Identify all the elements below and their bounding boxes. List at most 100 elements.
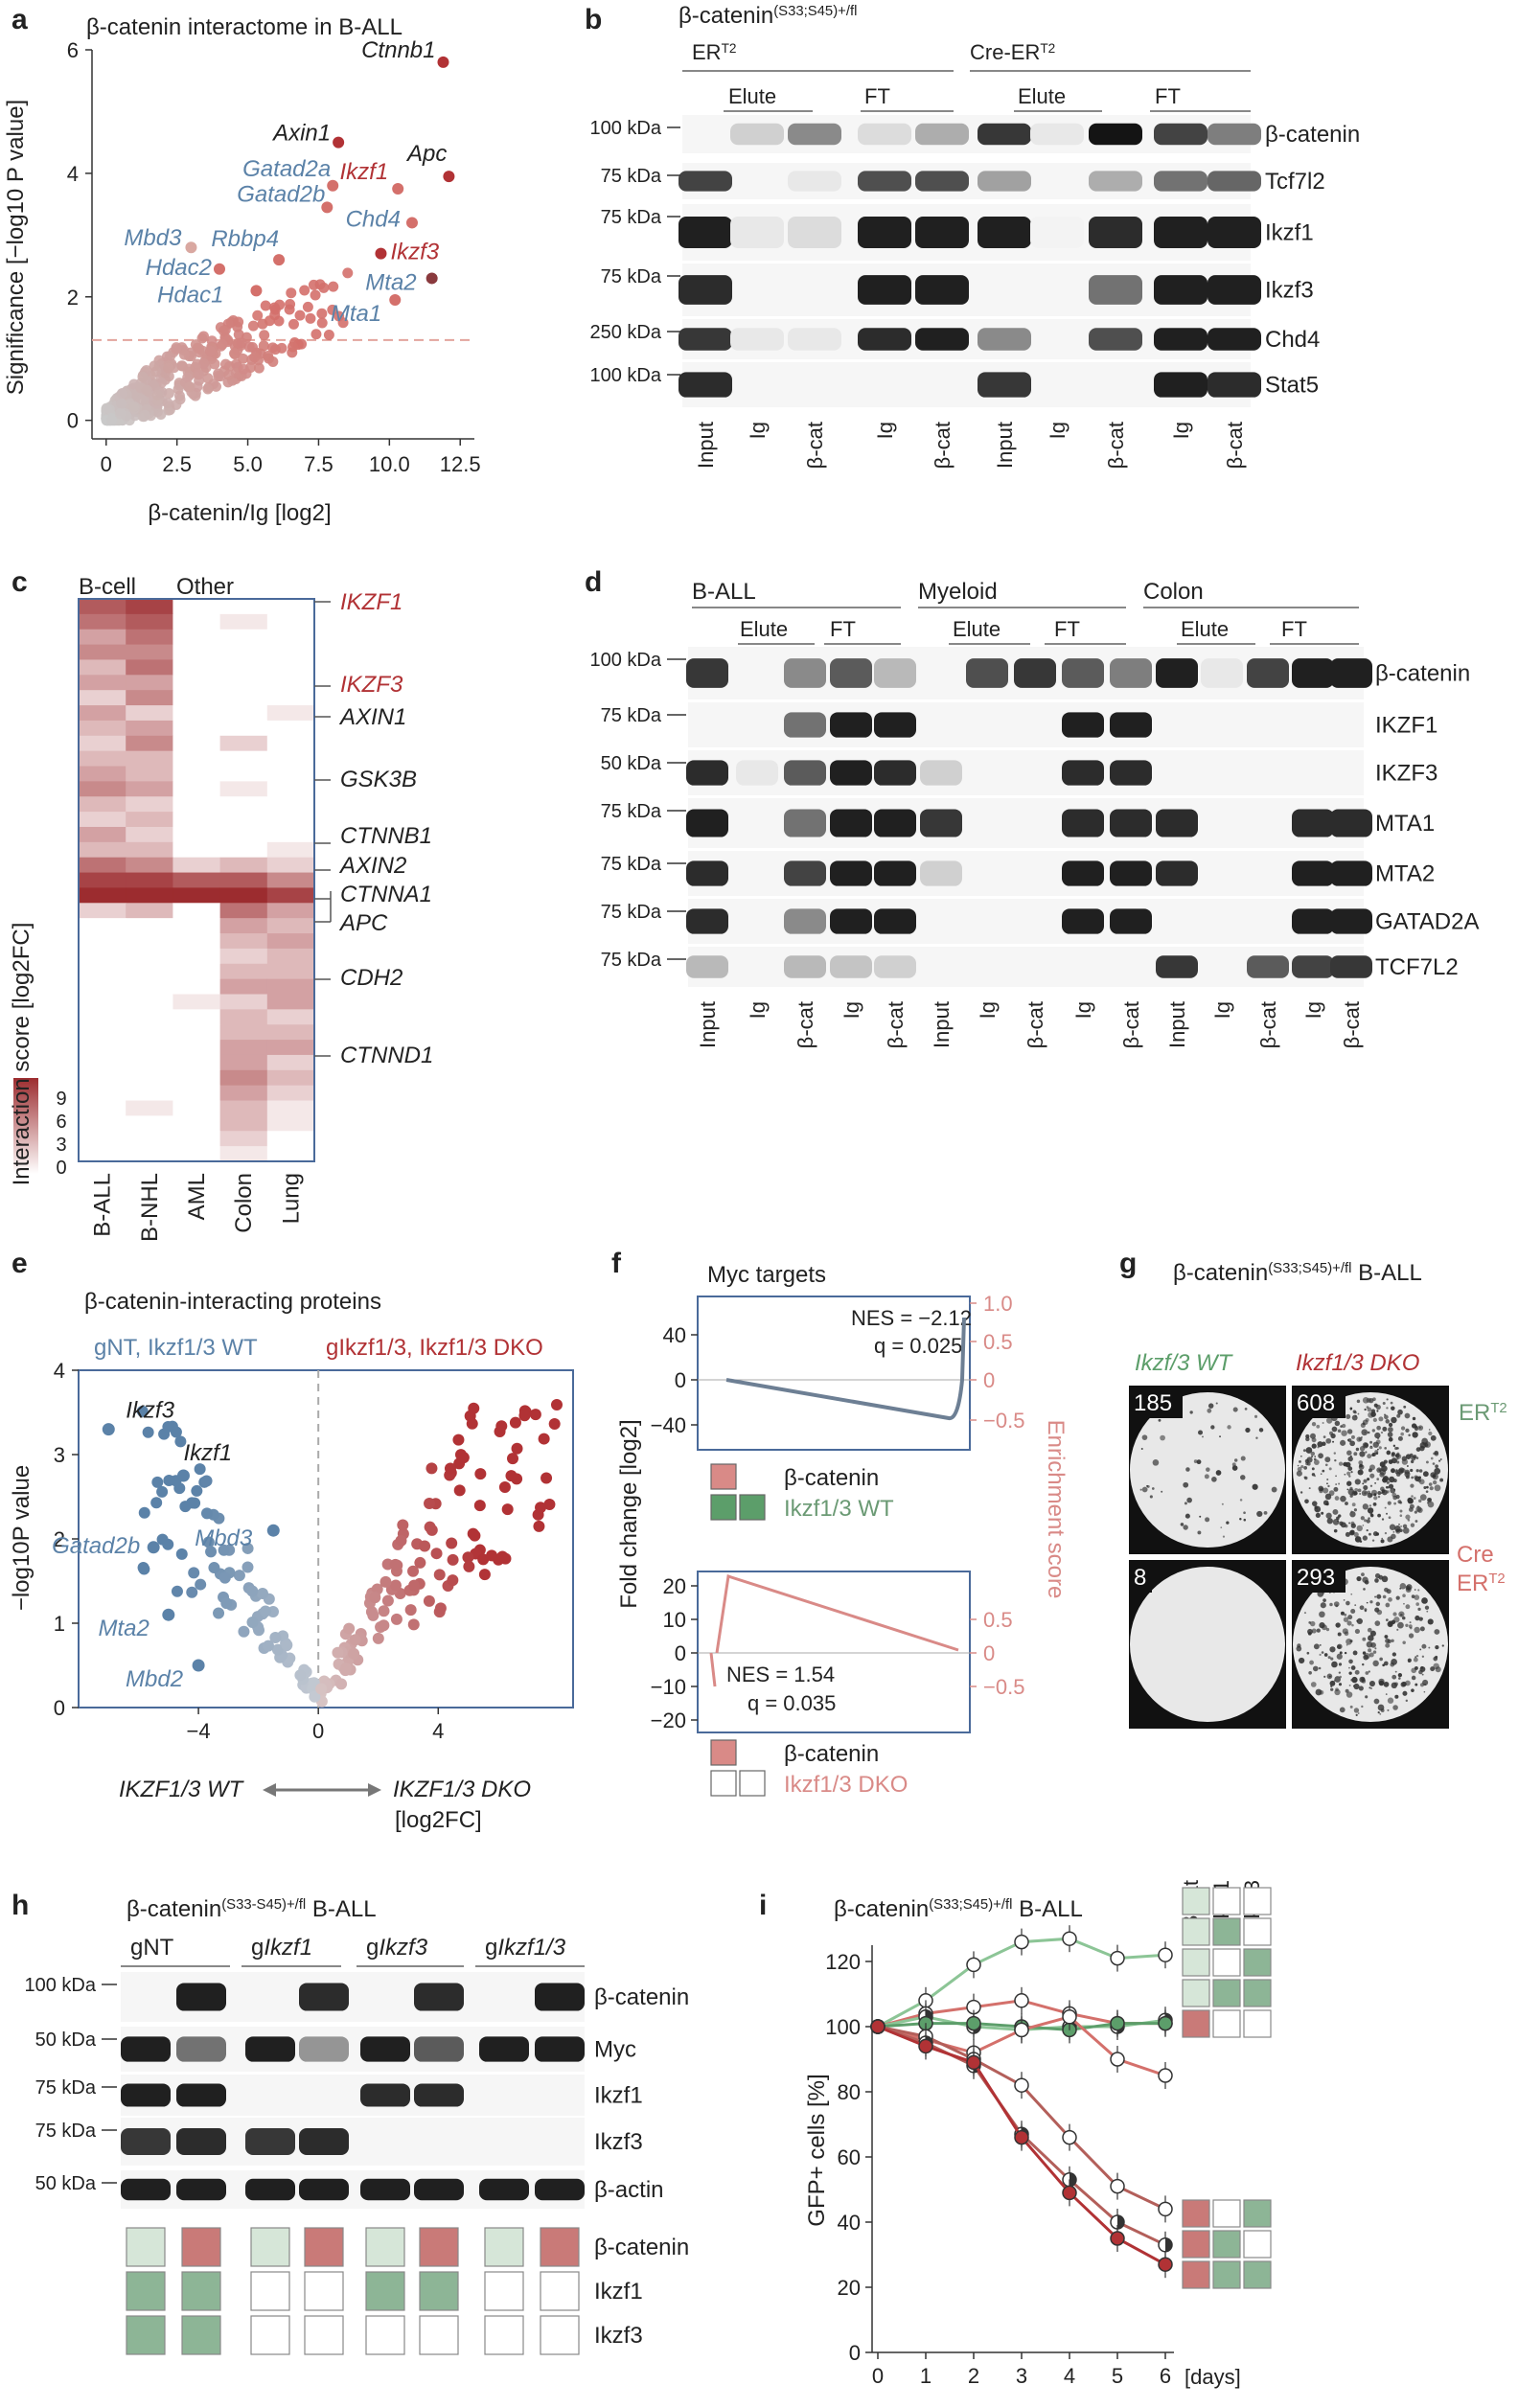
heat-cell xyxy=(172,1054,221,1071)
scatter-point xyxy=(294,310,306,321)
heat-cell xyxy=(79,1009,126,1025)
heat-cell xyxy=(219,629,268,646)
blot-band xyxy=(686,908,728,934)
scatter-point xyxy=(260,300,271,311)
colony xyxy=(1388,1620,1393,1625)
heat-cell xyxy=(172,720,221,737)
colony xyxy=(1354,1488,1359,1492)
lane-label: Ig xyxy=(1301,1001,1325,1019)
heat-cell xyxy=(172,1100,221,1116)
heat-cell xyxy=(266,750,315,768)
colony xyxy=(1378,1416,1384,1422)
heat-cell xyxy=(172,872,221,888)
blot-band xyxy=(915,123,969,146)
colony xyxy=(1364,1652,1370,1660)
legend-cell xyxy=(1243,2230,1272,2259)
scatter-point xyxy=(404,1604,417,1617)
colony xyxy=(1343,1462,1346,1466)
colony xyxy=(1198,1430,1204,1435)
row-label-er: ERT2 xyxy=(1459,1400,1507,1426)
scatter-point xyxy=(202,383,214,395)
heat-cell xyxy=(126,613,173,631)
colony xyxy=(1380,1539,1385,1544)
colony xyxy=(1382,1477,1388,1483)
row-label-cre-er: ERT2 xyxy=(1457,1571,1506,1596)
colony-plate xyxy=(1130,1567,1285,1722)
colony xyxy=(1240,1456,1246,1461)
colony xyxy=(1330,1687,1334,1691)
scatter-point xyxy=(372,1632,384,1644)
colony xyxy=(1334,1496,1340,1501)
colony xyxy=(1322,1500,1329,1506)
protein-label-2: Ikzf1 xyxy=(594,2083,643,2109)
blot-band xyxy=(414,2036,464,2062)
scatter-point xyxy=(175,1548,188,1560)
mw-marker: 75 kDa xyxy=(601,950,662,971)
bottom-nes: NES = 1.54 xyxy=(726,1663,835,1686)
colony xyxy=(1299,1459,1301,1463)
colony xyxy=(1400,1525,1403,1527)
colony xyxy=(1391,1468,1395,1474)
blot-band xyxy=(1154,171,1208,192)
legend-square xyxy=(710,1770,737,1797)
heat-cell xyxy=(219,812,268,828)
legend-colorbar xyxy=(13,1078,38,1174)
scatter-point xyxy=(236,337,247,349)
heat-cell xyxy=(79,994,126,1010)
colony xyxy=(1412,1432,1418,1438)
genotype-cell xyxy=(484,2227,524,2267)
protein-label-3: Ikzf3 xyxy=(1265,278,1314,304)
colony xyxy=(1388,1476,1395,1483)
panel-letter: b xyxy=(585,4,602,35)
colony xyxy=(1307,1632,1312,1636)
colony xyxy=(1391,1416,1397,1424)
mw-marker: 75 kDa xyxy=(601,207,662,228)
colony xyxy=(1423,1690,1426,1693)
heat-cell xyxy=(219,735,268,752)
colony xyxy=(1185,1467,1190,1472)
colony xyxy=(1139,1488,1142,1491)
blot-band xyxy=(1030,216,1084,249)
genotype-cell xyxy=(365,2227,405,2267)
mw-marker: 100 kDa xyxy=(590,365,662,386)
count-badge xyxy=(1129,1560,1152,1593)
colony xyxy=(1432,1462,1436,1465)
colony xyxy=(1368,1504,1372,1507)
legend-cell xyxy=(1182,1948,1210,1977)
blot-band xyxy=(678,275,732,305)
colony xyxy=(1415,1447,1421,1452)
colony xyxy=(1376,1410,1379,1412)
marker-half xyxy=(1165,2237,1172,2252)
heat-cell xyxy=(266,841,315,859)
lane-label: Ig xyxy=(746,422,770,439)
colony xyxy=(1343,1599,1346,1601)
scatter-point xyxy=(215,371,226,382)
blot-band xyxy=(414,1983,464,2011)
colony xyxy=(1312,1665,1319,1672)
colony xyxy=(1335,1483,1337,1485)
heat-cell xyxy=(172,963,221,980)
colony xyxy=(1346,1413,1351,1419)
colony xyxy=(1372,1650,1377,1654)
gene-label-apc: APC xyxy=(338,910,388,936)
g-prefix: g xyxy=(366,1935,379,1961)
lane-label: Ig xyxy=(746,1001,770,1019)
colony xyxy=(1354,1536,1362,1543)
mw-marker: 50 kDa xyxy=(35,2173,97,2194)
colony xyxy=(1356,1575,1362,1582)
scatter-point xyxy=(511,1442,523,1455)
scatter-point xyxy=(205,1546,218,1558)
g-prefix: g xyxy=(251,1935,264,1961)
colony xyxy=(1379,1657,1383,1662)
colony xyxy=(1426,1485,1429,1489)
left-tick: 20 xyxy=(663,1574,686,1598)
lane-label: β-cat xyxy=(794,1001,817,1048)
colony xyxy=(1385,1638,1391,1643)
colony xyxy=(1330,1685,1333,1687)
marker xyxy=(870,2019,886,2034)
scatter-point xyxy=(285,299,296,310)
legend-cell xyxy=(1212,2199,1241,2228)
colony xyxy=(1369,1484,1373,1487)
blot-band xyxy=(1292,809,1334,837)
colony xyxy=(1428,1482,1433,1486)
